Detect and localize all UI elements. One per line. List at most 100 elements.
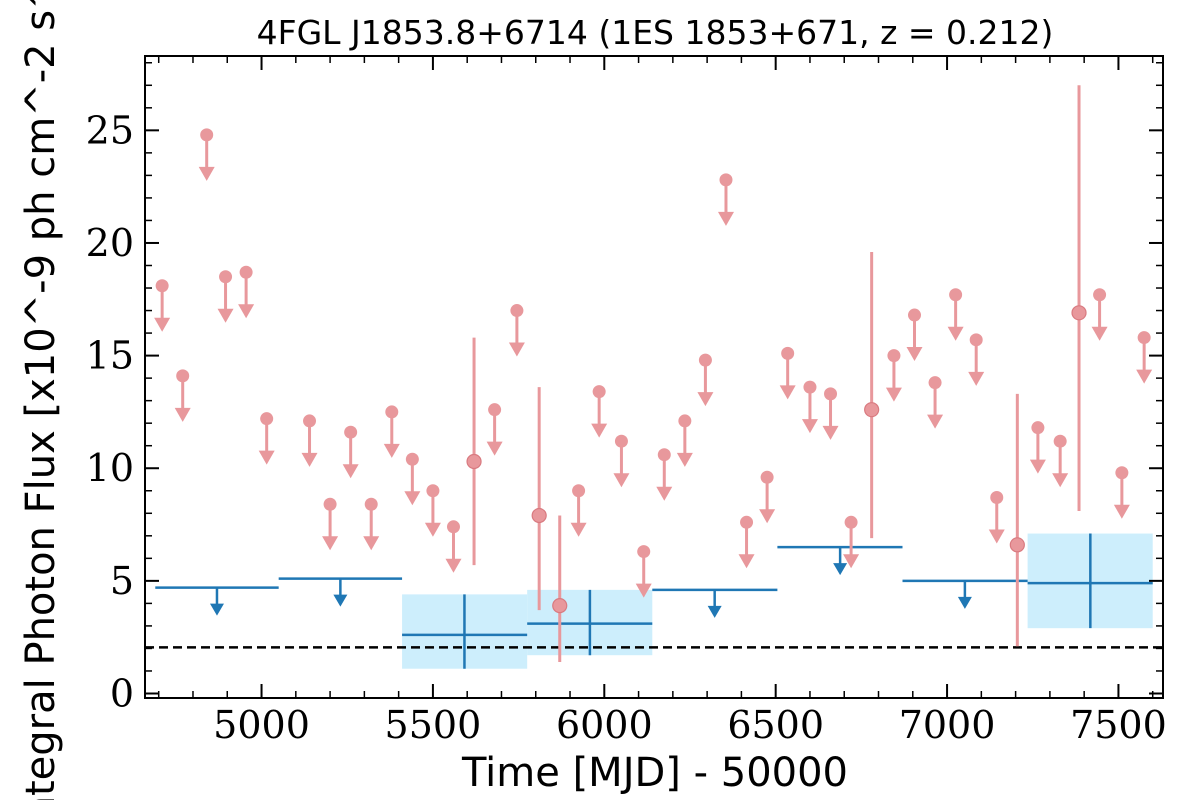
upper-limit-point: [803, 380, 817, 394]
upper-limit-arrow: [1136, 369, 1153, 384]
upper-limit-point: [969, 333, 983, 347]
upper-limit-point: [928, 376, 942, 390]
upper-limit-point: [155, 279, 169, 293]
upper-limit-point: [990, 491, 1004, 505]
upper-limit-arrow: [947, 326, 964, 341]
upper-limit-arrow: [927, 414, 944, 429]
upper-limit-point: [426, 484, 440, 498]
upper-limit-arrow: [198, 166, 215, 181]
upper-limit-arrow: [301, 452, 318, 467]
upper-limit-arrow: [404, 491, 421, 506]
upper-limit-arrow: [779, 385, 796, 400]
x-tick-label: 5000: [213, 703, 310, 747]
upper-limit-point: [781, 346, 795, 360]
upper-limit-arrow: [363, 536, 380, 551]
detection-point: [531, 507, 547, 524]
upper-limit-arrow: [759, 509, 776, 524]
upper-limit-point: [219, 270, 233, 284]
upper-limit-arrow: [238, 304, 255, 319]
upper-limit-arrow: [154, 317, 171, 332]
upper-limit-point: [1031, 421, 1045, 435]
upper-limit-point: [907, 308, 921, 322]
upper-limit-point: [385, 405, 399, 419]
upper-limit-point: [510, 304, 524, 318]
y-tick-label: 5: [110, 559, 134, 603]
upper-limit-arrow: [697, 392, 714, 407]
upper-limit-arrow: [383, 443, 400, 458]
upper-limit-point: [176, 369, 190, 383]
blue-series: [155, 533, 1153, 669]
x-tick-label: 7500: [1070, 703, 1167, 747]
upper-limit-arrow: [707, 605, 722, 618]
x-axis-label: Time [MJD] - 50000: [461, 750, 848, 796]
upper-limit-point: [698, 353, 712, 367]
upper-limit-arrow: [217, 308, 234, 323]
tick-labels: 5000 5500 6000 6500 7000 7500 0 5 10 15 20 25 Integr…: [18, 0, 1167, 800]
y-axis-label: Integral Photon Flux [x10^-9 ph cm^-2 s^…: [18, 0, 64, 800]
y-tick-label: 0: [110, 671, 134, 715]
upper-limit-arrow: [570, 522, 587, 537]
axes: [144, 55, 1164, 699]
upper-limit-arrow: [833, 563, 848, 576]
upper-limit-point: [844, 515, 858, 529]
upper-limit-point: [740, 515, 754, 529]
upper-limit-arrow: [801, 419, 818, 434]
upper-limit-arrow: [1113, 504, 1130, 519]
detection-point: [552, 598, 568, 614]
upper-limit-arrow: [322, 536, 339, 551]
upper-limit-arrow: [445, 558, 462, 573]
upper-limit-arrow: [843, 554, 860, 569]
upper-limit-point: [1093, 288, 1107, 302]
upper-limit-point: [1053, 434, 1067, 448]
x-tick-label: 6000: [556, 703, 653, 747]
upper-limit-point: [323, 497, 337, 511]
upper-limit-arrow: [486, 441, 503, 456]
upper-limit-point: [824, 387, 838, 401]
upper-limit-point: [364, 497, 378, 511]
upper-limit-arrow: [591, 423, 608, 438]
red-series: [154, 85, 1153, 662]
upper-limit-arrow: [906, 347, 923, 362]
upper-limit-arrow: [613, 473, 630, 488]
upper-limit-arrow: [957, 596, 972, 609]
upper-limit-point: [887, 349, 901, 363]
x-tick-label: 7000: [899, 703, 996, 747]
upper-limit-point: [1137, 331, 1151, 345]
upper-limit-point: [760, 470, 774, 484]
chart-title: 4FGL J1853.8+6714 (1ES 1853+671, z = 0.2…: [257, 13, 1054, 52]
upper-limit-point: [614, 434, 628, 448]
upper-limit-point: [488, 403, 502, 417]
upper-limit-arrow: [822, 425, 839, 440]
detection-point: [1071, 305, 1087, 321]
upper-limit-arrow: [968, 371, 985, 386]
y-tick-label: 10: [86, 446, 134, 490]
upper-limit-arrow: [424, 522, 441, 537]
upper-limit-arrow: [508, 342, 525, 357]
plot-frame: [144, 55, 1164, 699]
upper-limit-arrow: [656, 486, 673, 501]
upper-limit-arrow: [676, 452, 693, 467]
upper-limit-point: [678, 414, 692, 428]
upper-limit-point: [344, 425, 358, 439]
upper-limit-point: [303, 414, 317, 428]
upper-limit-arrow: [988, 529, 1005, 544]
upper-limit-arrow: [174, 407, 191, 422]
upper-limit-arrow: [209, 603, 224, 616]
upper-limit-point: [446, 520, 460, 534]
upper-limit-arrow: [1029, 459, 1046, 474]
upper-limit-point: [719, 173, 733, 187]
x-tick-label: 5500: [385, 703, 482, 747]
detection-point: [466, 453, 482, 470]
upper-limit-point: [239, 265, 253, 279]
upper-limit-arrow: [258, 450, 275, 465]
upper-limit-point: [260, 412, 274, 426]
upper-limit-point: [637, 545, 651, 559]
x-tick-label: 6500: [727, 703, 824, 747]
upper-limit-point: [592, 385, 606, 399]
upper-limit-point: [657, 448, 671, 462]
upper-limit-point: [200, 128, 214, 142]
upper-limit-arrow: [342, 464, 359, 479]
detection-point: [864, 402, 880, 418]
upper-limit-arrow: [635, 583, 652, 598]
upper-limit-arrow: [333, 594, 348, 607]
